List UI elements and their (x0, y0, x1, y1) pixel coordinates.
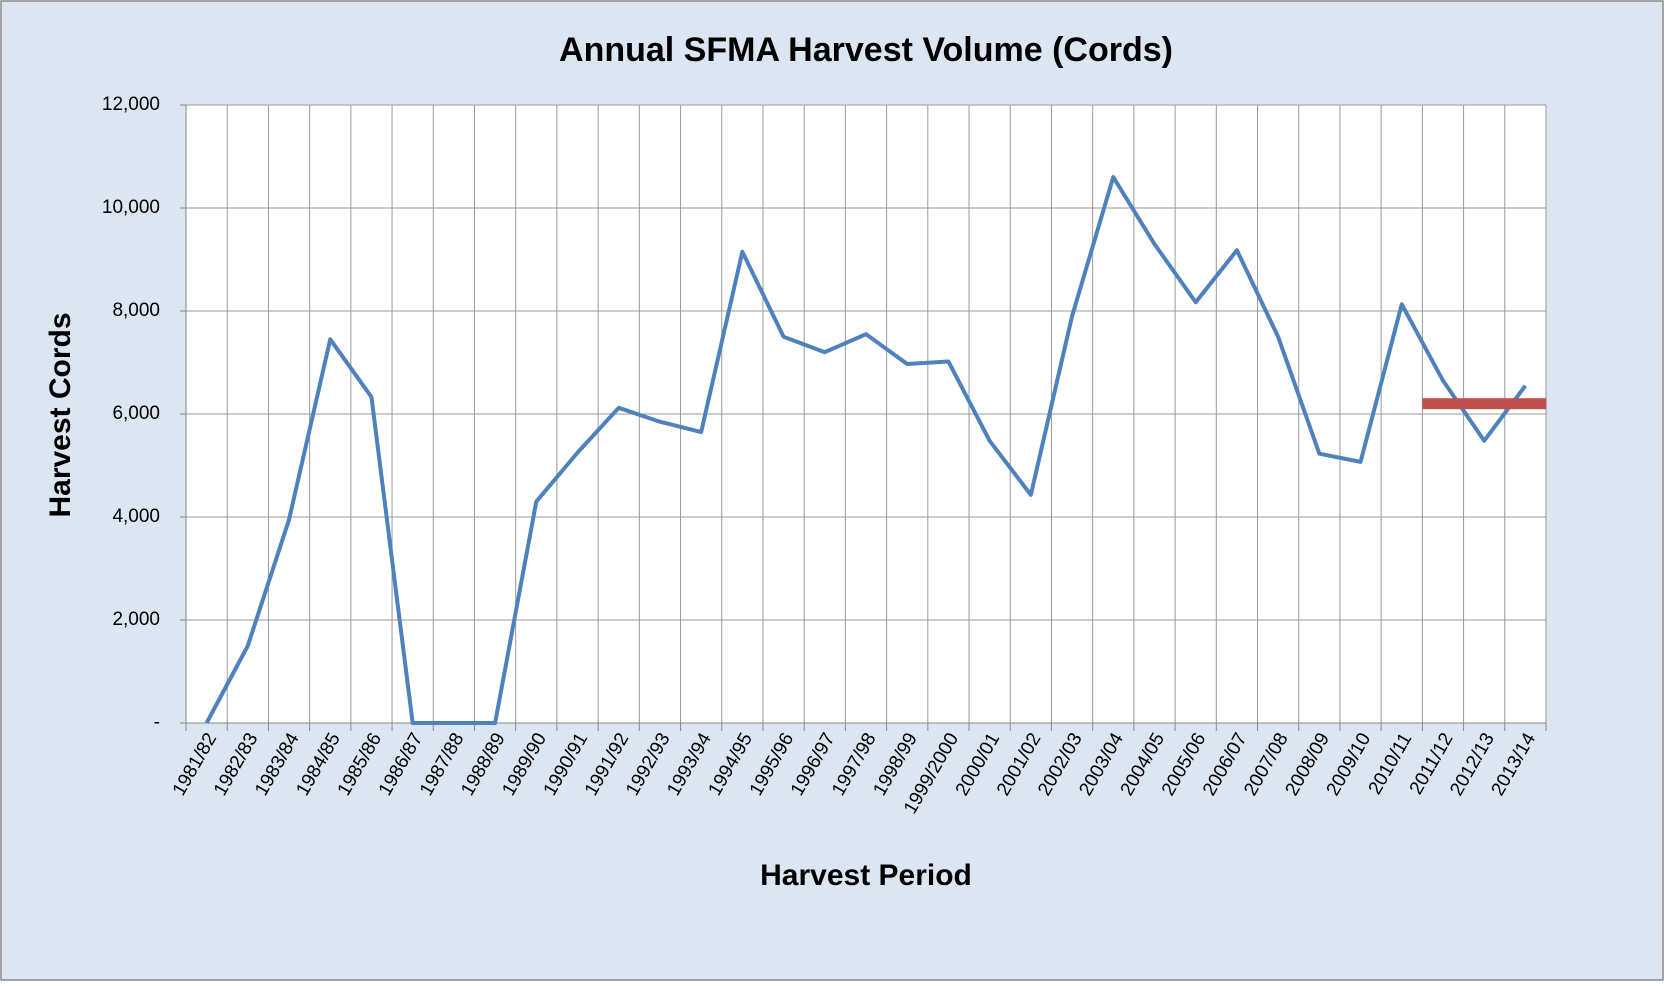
y-tick-label: 6,000 (112, 403, 160, 424)
y-tick-label: 10,000 (102, 197, 160, 218)
data-line (204, 175, 1527, 725)
y-tick-label: 12,000 (102, 94, 160, 115)
level-bar (1463, 398, 1506, 410)
level-bar (1504, 398, 1547, 410)
x-axis-label: Harvest Period (760, 859, 972, 892)
chart-title: Annual SFMA Harvest Volume (Cords) (559, 31, 1173, 69)
level-bar (1422, 398, 1465, 410)
y-tick-label: 4,000 (112, 506, 160, 527)
y-tick-label: 2,000 (112, 609, 160, 630)
y-axis-label: Harvest Cords (44, 312, 77, 517)
y-tick-label: 8,000 (112, 300, 160, 321)
y-tick-label: - (154, 712, 160, 733)
